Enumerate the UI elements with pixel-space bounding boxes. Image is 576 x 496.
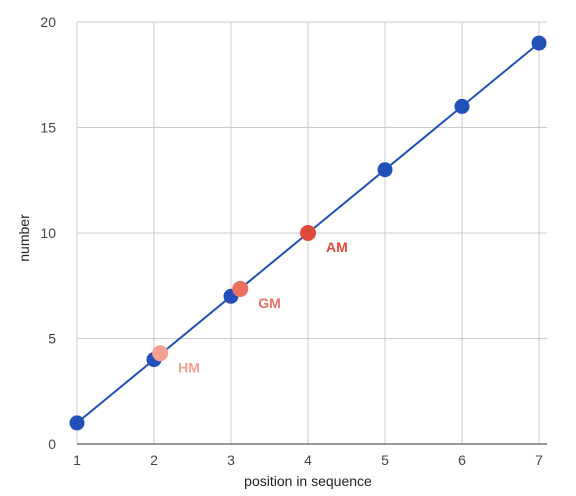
mean-marker-hm [152,345,169,362]
x-tick-label: 5 [381,452,389,468]
y-tick-label: 5 [48,331,56,347]
mean-label-am: AM [326,239,348,255]
y-axis-title: number [16,214,32,262]
x-tick-label: 2 [150,452,158,468]
x-tick-label: 3 [227,452,235,468]
data-point [69,415,85,431]
grid-lines [76,21,547,445]
y-tick-label: 20 [40,14,56,30]
mean-annotations: HM GM AM [152,225,348,375]
y-tick-label: 15 [40,120,56,136]
x-tick-labels: 1 2 3 4 5 6 7 [73,452,543,468]
y-tick-label: 0 [48,436,56,452]
x-tick-label: 6 [458,452,466,468]
mean-label-hm: HM [178,359,200,375]
y-tick-label: 10 [40,225,56,241]
x-tick-label: 4 [304,452,312,468]
data-point [454,98,470,114]
mean-label-gm: GM [258,295,281,311]
y-tick-labels: 0 5 10 15 20 [40,14,56,452]
mean-marker-gm [232,280,249,297]
x-axis-title: position in sequence [244,473,372,489]
mean-marker-am [300,225,316,241]
x-tick-label: 7 [535,452,543,468]
data-point [531,35,547,51]
x-tick-label: 1 [73,452,81,468]
data-point [377,162,393,178]
